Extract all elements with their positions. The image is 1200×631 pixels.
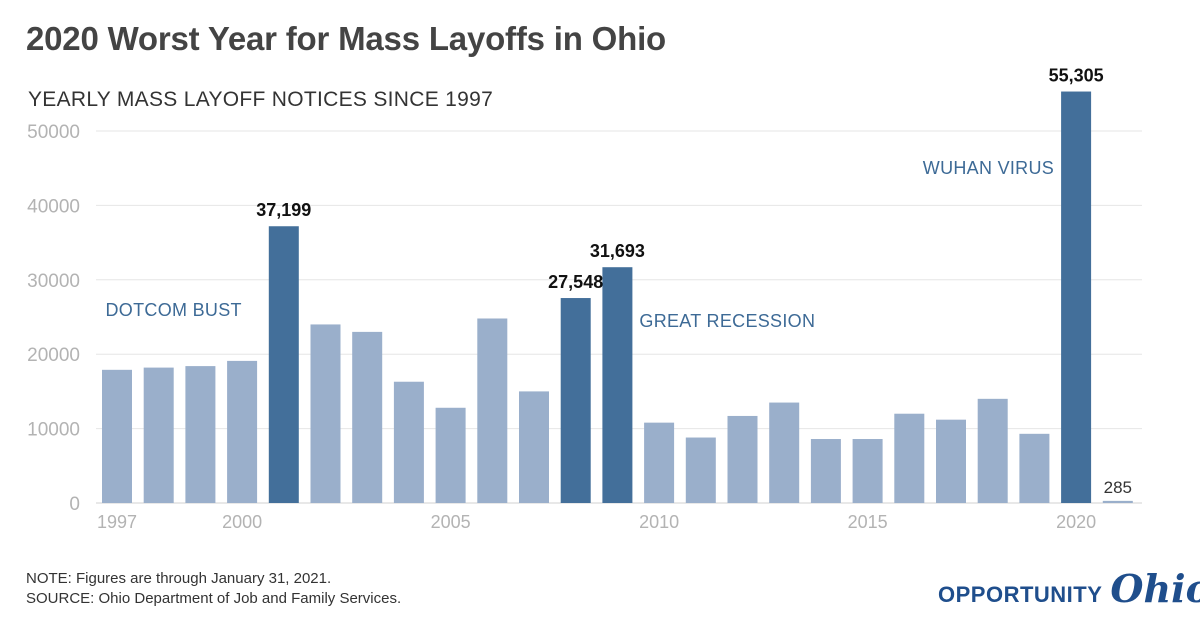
x-tick-label: 2015: [848, 512, 888, 532]
bar: [393, 381, 424, 503]
bar: [352, 331, 383, 503]
data-label: 55,305: [1049, 66, 1104, 86]
logo-word-ohio: Ohio: [1110, 566, 1200, 611]
bar: [810, 439, 841, 503]
annotation-label: GREAT RECESSION: [639, 311, 815, 331]
x-tick-label: 2010: [639, 512, 679, 532]
bar: [185, 366, 216, 503]
bar: [644, 422, 675, 503]
footnote: NOTE: Figures are through January 31, 20…: [26, 570, 332, 587]
bar: [1019, 433, 1050, 503]
data-label: 27,548: [548, 272, 603, 292]
bar: [936, 419, 966, 503]
data-label: 37,199: [256, 200, 311, 220]
chart-subtitle: YEARLY MASS LAYOFF NOTICES SINCE 1997: [28, 88, 494, 111]
bar: [727, 415, 758, 503]
bar: [560, 298, 591, 503]
bar: [102, 369, 132, 503]
bar: [685, 437, 716, 503]
y-tick-label: 30000: [27, 271, 80, 292]
bar: [519, 391, 549, 503]
bar: [852, 439, 883, 503]
bar: [310, 324, 341, 503]
opportunity-ohio-logo: OPPORTUNITY Ohio: [938, 566, 1200, 611]
bar: [477, 318, 508, 503]
source-note: SOURCE: Ohio Department of Job and Famil…: [26, 590, 402, 607]
x-tick-label: 2005: [431, 512, 471, 532]
bar: [1102, 500, 1133, 503]
bar: [602, 267, 633, 503]
bar: [143, 367, 174, 503]
y-tick-label: 20000: [27, 345, 80, 366]
y-tick-label: 50000: [27, 122, 80, 143]
data-label: 285: [1104, 478, 1132, 497]
x-tick-label: 2020: [1056, 512, 1096, 532]
bar: [769, 402, 800, 503]
y-tick-label: 0: [69, 494, 80, 515]
annotation-label: DOTCOM BUST: [106, 300, 242, 320]
logo-word-opportunity: OPPORTUNITY: [938, 582, 1103, 607]
bar: [227, 360, 258, 503]
bar: [268, 226, 299, 503]
data-label: 31,693: [590, 241, 645, 261]
bar: [894, 413, 925, 503]
bar: [977, 398, 1008, 503]
y-tick-label: 40000: [27, 196, 80, 217]
x-tick-label: 1997: [97, 512, 137, 532]
annotation-label: WUHAN VIRUS: [923, 158, 1054, 178]
x-tick-label: 2000: [222, 512, 262, 532]
y-tick-label: 10000: [27, 420, 80, 441]
bar: [1061, 91, 1092, 504]
bar-chart: 0 10000 20000 30000 40000 50000 1997 2000 2005 20…: [27, 66, 1142, 532]
chart-title: 2020 Worst Year for Mass Layoffs in Ohio: [26, 20, 666, 57]
bar: [435, 407, 466, 503]
